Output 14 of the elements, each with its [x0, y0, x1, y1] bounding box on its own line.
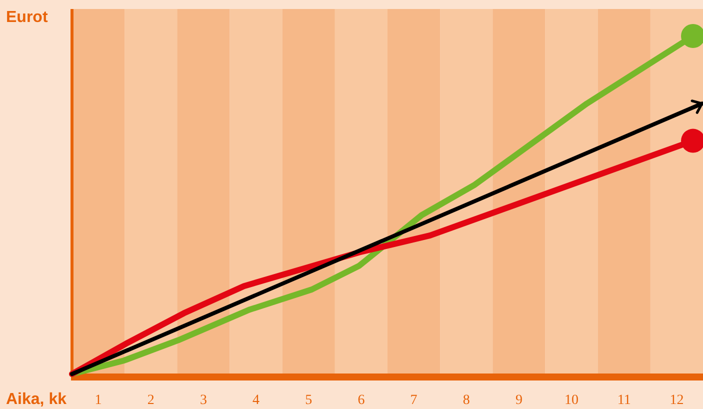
x-tick-label: 4	[252, 393, 260, 408]
x-axis-title: Aika, kk	[6, 391, 67, 408]
x-tick-label: 11	[617, 393, 631, 408]
x-tick-label: 5	[305, 393, 312, 408]
x-tick-label: 3	[200, 393, 207, 408]
x-tick-label: 1	[94, 393, 102, 408]
x-tick-label: 8	[462, 393, 470, 408]
x-tick-label: 2	[147, 393, 154, 408]
x-tick-label: 12	[670, 393, 684, 408]
x-tick-label: 7	[410, 393, 418, 408]
y-axis-title: Eurot	[6, 9, 48, 26]
x-tick-label: 9	[515, 393, 522, 408]
x-tick-label: 10	[564, 393, 579, 408]
x-tick-label: 6	[358, 393, 365, 408]
